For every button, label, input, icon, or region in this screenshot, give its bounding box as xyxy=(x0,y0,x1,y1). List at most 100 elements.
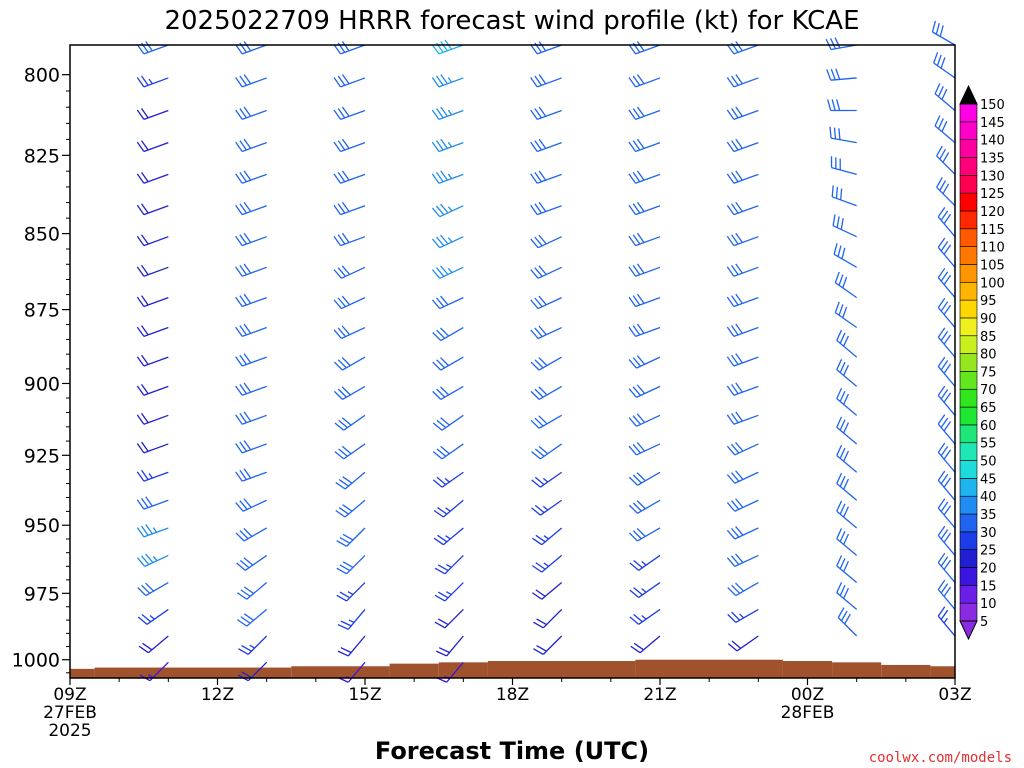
barb-full xyxy=(843,450,850,462)
wind-barb xyxy=(433,527,464,546)
barb-half xyxy=(348,619,355,624)
barb-full xyxy=(940,360,949,371)
barb-full xyxy=(436,140,444,151)
barb-full xyxy=(538,41,547,52)
plot-frame xyxy=(69,44,956,679)
colorbar-label: 90 xyxy=(980,312,997,327)
barb-full xyxy=(628,296,637,307)
barb-half xyxy=(447,77,453,83)
barb-full xyxy=(933,52,939,64)
barb-full xyxy=(940,330,949,342)
wind-barb xyxy=(937,498,956,529)
barb-full xyxy=(636,384,646,394)
wind-barb xyxy=(235,74,267,88)
barb-full xyxy=(534,504,545,514)
barb-full xyxy=(337,172,346,183)
x-tick-label: 21Z xyxy=(643,685,676,705)
barb-full xyxy=(338,419,348,429)
wind-barb xyxy=(432,471,464,488)
barb-full xyxy=(538,234,547,245)
wind-barb xyxy=(937,385,956,416)
wind-barb xyxy=(237,582,268,600)
barb-full xyxy=(726,414,735,425)
barb-half xyxy=(447,173,453,179)
barb-full xyxy=(837,245,842,257)
colorbar-segment xyxy=(959,139,978,158)
colorbar-label: 95 xyxy=(980,294,997,309)
colorbar-label: 105 xyxy=(980,258,1005,273)
wind-barb xyxy=(432,443,464,460)
barb-full xyxy=(436,448,447,457)
wind-barb xyxy=(937,207,956,238)
x-axis-label: Forecast Time (UTC) xyxy=(375,737,649,765)
colorbar-label: 150 xyxy=(980,98,1005,113)
barb-full xyxy=(936,145,943,157)
wind-barb xyxy=(235,440,267,454)
barb-full xyxy=(239,384,247,395)
barb-full xyxy=(735,74,743,85)
colorbar-segment xyxy=(959,246,978,265)
barb-full xyxy=(632,386,642,396)
barb-full xyxy=(141,584,151,594)
barb-full xyxy=(726,326,735,337)
wind-barb xyxy=(628,527,661,542)
barb-full xyxy=(136,109,145,120)
barb-full xyxy=(437,507,448,515)
barb-full xyxy=(628,77,637,88)
barb-full xyxy=(629,616,640,625)
barb-full xyxy=(937,267,946,279)
barb-full xyxy=(838,274,844,286)
barb-half xyxy=(149,615,155,620)
barb-full xyxy=(235,443,243,454)
colorbar-segment xyxy=(959,602,978,622)
barb-full xyxy=(735,170,743,181)
wind-barb xyxy=(836,555,858,584)
barb-full xyxy=(937,414,946,425)
wind-barb xyxy=(937,552,956,583)
wind-barb xyxy=(628,323,661,338)
barb-full xyxy=(726,296,735,307)
barb-full xyxy=(531,507,541,516)
barb-full xyxy=(243,263,252,274)
barb-full xyxy=(939,180,947,191)
barb-full xyxy=(436,172,444,183)
barb-full xyxy=(235,532,245,542)
barb-half xyxy=(445,535,451,540)
barb-full xyxy=(243,468,252,479)
barb-full xyxy=(440,203,449,214)
barb-full xyxy=(136,499,145,510)
barb-full xyxy=(534,267,543,277)
barb-full xyxy=(632,172,641,183)
barb-full xyxy=(940,301,949,312)
barb-full xyxy=(530,77,538,88)
barb-half xyxy=(347,591,354,596)
barb-full xyxy=(731,295,739,306)
wind-barb xyxy=(235,170,267,184)
barb-full xyxy=(237,619,248,627)
barb-full xyxy=(940,446,949,457)
barb-full xyxy=(942,183,950,195)
wind-barb xyxy=(937,356,956,387)
barb-full xyxy=(731,640,742,649)
wind-barb xyxy=(336,554,366,575)
chart-title: 2025022709 HRRR forecast wind profile (k… xyxy=(164,6,859,36)
barb-full xyxy=(836,528,843,539)
barb-full xyxy=(531,479,541,488)
barb-full xyxy=(534,297,543,308)
barb-full xyxy=(940,583,949,594)
barb-full xyxy=(636,472,646,482)
barb-full xyxy=(341,106,350,117)
barb-full xyxy=(337,359,347,369)
barb-full xyxy=(530,361,540,371)
wind-barb xyxy=(235,382,267,396)
barb-full xyxy=(437,618,449,626)
wind-barb xyxy=(235,201,267,216)
colorbar-label: 130 xyxy=(980,169,1005,184)
wind-barb xyxy=(628,106,661,120)
barb-full xyxy=(141,525,149,536)
barb-full xyxy=(437,591,449,599)
wind-barb xyxy=(136,553,169,567)
barb-full xyxy=(235,385,243,396)
wind-barb xyxy=(532,527,563,546)
wind-barb xyxy=(628,74,661,88)
